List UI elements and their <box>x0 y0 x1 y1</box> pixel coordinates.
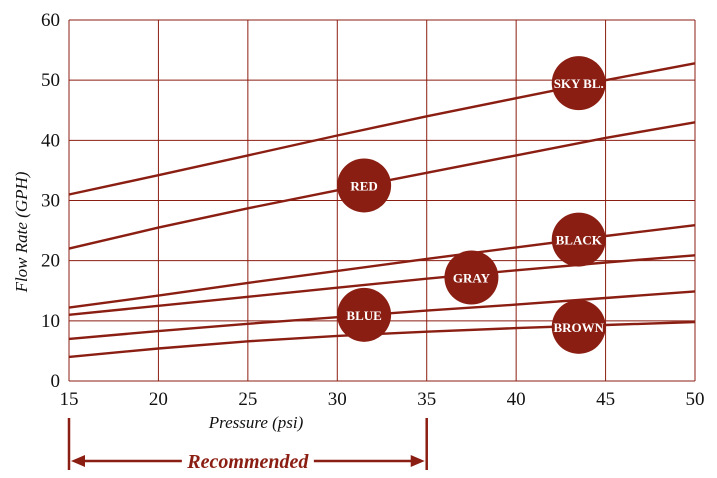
y-tick-label: 50 <box>41 70 60 91</box>
y-axis-title: Flow Rate (GPH) <box>12 171 31 293</box>
series-label-text: SKY BL. <box>554 76 604 91</box>
y-tick-label: 0 <box>51 371 61 392</box>
recommended-label: Recommended <box>186 451 309 473</box>
y-tick-label: 60 <box>41 10 60 31</box>
series-label-text: BLACK <box>556 233 603 248</box>
series-label-badge <box>337 287 392 342</box>
series-label-brown: BROWN <box>551 299 606 354</box>
series-label-badge <box>337 158 392 213</box>
x-tick-label: 40 <box>507 389 526 410</box>
series-labels: SKY BL. RED BLACK GRAY BLUE BROWN <box>337 56 606 354</box>
series-label-blue: BLUE <box>337 287 392 342</box>
series-label-badge <box>551 212 606 267</box>
series-label-badge <box>551 299 606 354</box>
series-label-black: BLACK <box>551 212 606 267</box>
x-tick-label: 20 <box>149 389 168 410</box>
recommended-annotation: Recommended <box>67 418 428 473</box>
x-tick-label: 30 <box>328 389 347 410</box>
series-label-badge <box>551 56 606 111</box>
y-tick-label: 30 <box>41 191 60 212</box>
y-tick-label: 20 <box>41 251 60 272</box>
axis-layer: 15 20 25 30 35 40 45 50 0 10 20 30 40 50 60 <box>41 10 705 410</box>
series-label-badge <box>444 250 499 305</box>
x-tick-label: 25 <box>238 389 257 410</box>
x-tick-label: 45 <box>596 389 615 410</box>
series-label-text: GRAY <box>453 271 491 286</box>
recommended-right-arrowhead <box>410 455 425 467</box>
series-label-red: RED <box>337 158 392 213</box>
x-tick-label: 50 <box>686 389 705 410</box>
y-tick-label: 10 <box>41 311 60 332</box>
series-label-text: RED <box>350 178 377 193</box>
series-label-gray: GRAY <box>444 250 499 305</box>
x-tick-label: 15 <box>60 389 79 410</box>
series-label-sky-bl: SKY BL. <box>551 56 606 111</box>
y-tick-label: 40 <box>41 130 60 151</box>
series-label-text: BLUE <box>346 308 381 323</box>
series-label-text: BROWN <box>553 320 604 335</box>
x-axis-title: Pressure (psi) <box>208 413 304 432</box>
x-tick-label: 35 <box>417 389 436 410</box>
recommended-left-arrowhead <box>71 455 85 467</box>
